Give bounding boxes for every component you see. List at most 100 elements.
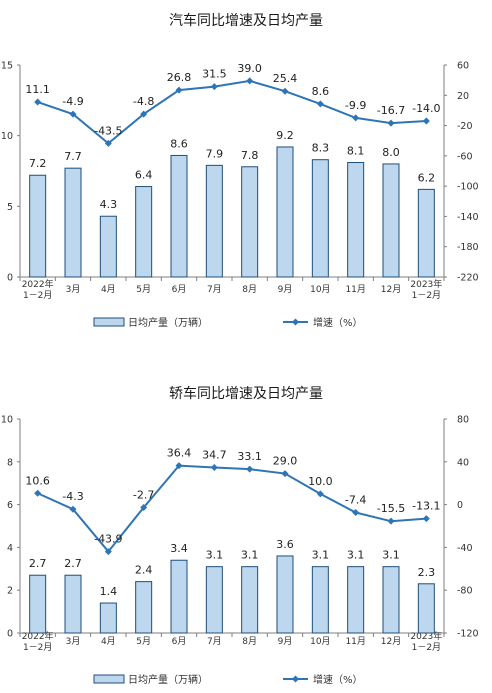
x-tick-label: 1－2月	[412, 290, 441, 301]
bar	[276, 146, 294, 278]
left-tick-label: 4	[7, 543, 13, 554]
line-point	[316, 100, 324, 108]
x-tick-label: 2023年	[410, 278, 442, 290]
line-point	[387, 517, 395, 525]
line-value-label: 29.0	[273, 455, 298, 468]
x-tick-label: 9月	[278, 636, 293, 647]
line-point	[387, 119, 395, 127]
bar	[99, 215, 117, 278]
line-point	[104, 548, 112, 556]
bar-value-label: 3.1	[241, 549, 259, 562]
bar-value-label: 8.6	[170, 137, 188, 150]
legend-bar-label: 日均产量（万辆）	[128, 316, 208, 329]
line-value-label: -4.3	[62, 490, 83, 503]
bar-value-label: 7.8	[241, 149, 259, 162]
right-tick-label: -60	[457, 151, 473, 162]
line-value-label: 25.4	[273, 72, 298, 85]
x-tick-label: 9月	[278, 284, 293, 295]
line-value-label: 26.8	[167, 71, 192, 84]
legend-line-label: 增速（%）	[313, 316, 363, 329]
legend-line-label: 增速（%）	[313, 673, 363, 686]
bar	[347, 566, 365, 634]
bar	[276, 555, 294, 634]
right-tick-label: 60	[457, 61, 469, 72]
right-tick-label: 40	[457, 457, 469, 468]
legend-bar-swatch	[93, 674, 125, 684]
line-value-label: 39.0	[237, 62, 262, 75]
line-value-label: -15.5	[377, 502, 405, 515]
line-point	[175, 462, 183, 470]
bar-value-label: 3.1	[347, 549, 365, 562]
bar-value-label: 3.1	[206, 549, 224, 562]
line-value-label: -4.9	[62, 95, 83, 108]
line-value-label: 10.0	[308, 475, 333, 488]
line-value-label: 36.4	[167, 447, 192, 460]
x-tick-label: 2022年	[22, 278, 54, 290]
line-point	[210, 83, 218, 91]
bar-value-label: 4.3	[100, 198, 118, 211]
bar	[347, 162, 365, 278]
right-tick-label: -80	[457, 586, 473, 597]
bar	[417, 188, 435, 278]
right-tick-label: -220	[457, 273, 479, 284]
bar-value-label: 8.0	[382, 146, 400, 159]
bar-value-label: 3.4	[170, 542, 188, 555]
chart-title: 轿车同比增速及日均产量	[169, 385, 323, 402]
x-tick-label: 6月	[172, 636, 187, 647]
bar	[29, 574, 47, 634]
bar-value-label: 1.4	[100, 585, 118, 598]
x-tick-label: 12月	[381, 636, 401, 647]
x-tick-label: 8月	[242, 636, 257, 647]
line-point	[281, 87, 289, 95]
x-tick-label: 1－2月	[23, 290, 52, 301]
bar-value-label: 7.9	[206, 147, 224, 160]
line-point	[422, 515, 430, 523]
line-point	[140, 503, 148, 511]
line-value-label: 10.6	[25, 474, 50, 487]
line-value-label: 8.6	[312, 85, 330, 98]
bar-value-label: 9.2	[276, 129, 294, 142]
x-tick-label: 11月	[345, 636, 365, 647]
x-tick-label: 1－2月	[412, 642, 441, 653]
x-tick-label: 10月	[310, 284, 330, 295]
right-tick-label: -100	[457, 182, 479, 193]
left-tick-label: 0	[7, 273, 13, 284]
chart-2: 轿车同比增速及日均产量0246810-120-80-40040802022年1－…	[1, 385, 479, 686]
bar	[99, 602, 117, 634]
line-value-label: -2.7	[133, 488, 154, 501]
right-tick-label: -180	[457, 242, 479, 253]
legend-bar-label: 日均产量（万辆）	[128, 673, 208, 686]
line-value-label: -43.9	[94, 533, 122, 546]
line-point	[246, 465, 254, 473]
x-tick-label: 1－2月	[23, 642, 52, 653]
bar	[241, 166, 259, 278]
line-point	[352, 114, 360, 122]
x-tick-label: 10月	[310, 636, 330, 647]
bar-value-label: 6.4	[135, 169, 153, 182]
bar-value-label: 3.1	[382, 549, 400, 562]
bar	[382, 566, 400, 634]
bar-value-label: 8.3	[312, 142, 330, 155]
x-tick-label: 6月	[172, 284, 187, 295]
line-point	[210, 463, 218, 471]
x-tick-label: 11月	[345, 284, 365, 295]
bar	[64, 167, 82, 278]
legend: 日均产量（万辆） 增速（%）	[93, 316, 363, 329]
bar	[205, 566, 223, 634]
line-point	[34, 489, 42, 497]
line-value-label: 31.5	[202, 68, 227, 81]
left-tick-label: 10	[1, 131, 13, 142]
bar	[135, 186, 153, 278]
line-value-label: -9.9	[345, 99, 366, 112]
legend: 日均产量（万辆） 增速（%）	[93, 673, 363, 686]
left-tick-label: 5	[7, 202, 13, 213]
line-point	[422, 117, 430, 125]
line-point	[316, 490, 324, 498]
right-tick-label: 20	[457, 91, 469, 102]
line-value-label: -43.5	[94, 124, 122, 137]
bar-value-label: 2.3	[418, 566, 436, 579]
chart-title: 汽车同比增速及日均产量	[169, 12, 323, 29]
line-value-label: -16.7	[377, 104, 405, 117]
x-tick-label: 7月	[207, 636, 222, 647]
line-value-label: -13.1	[412, 500, 440, 513]
